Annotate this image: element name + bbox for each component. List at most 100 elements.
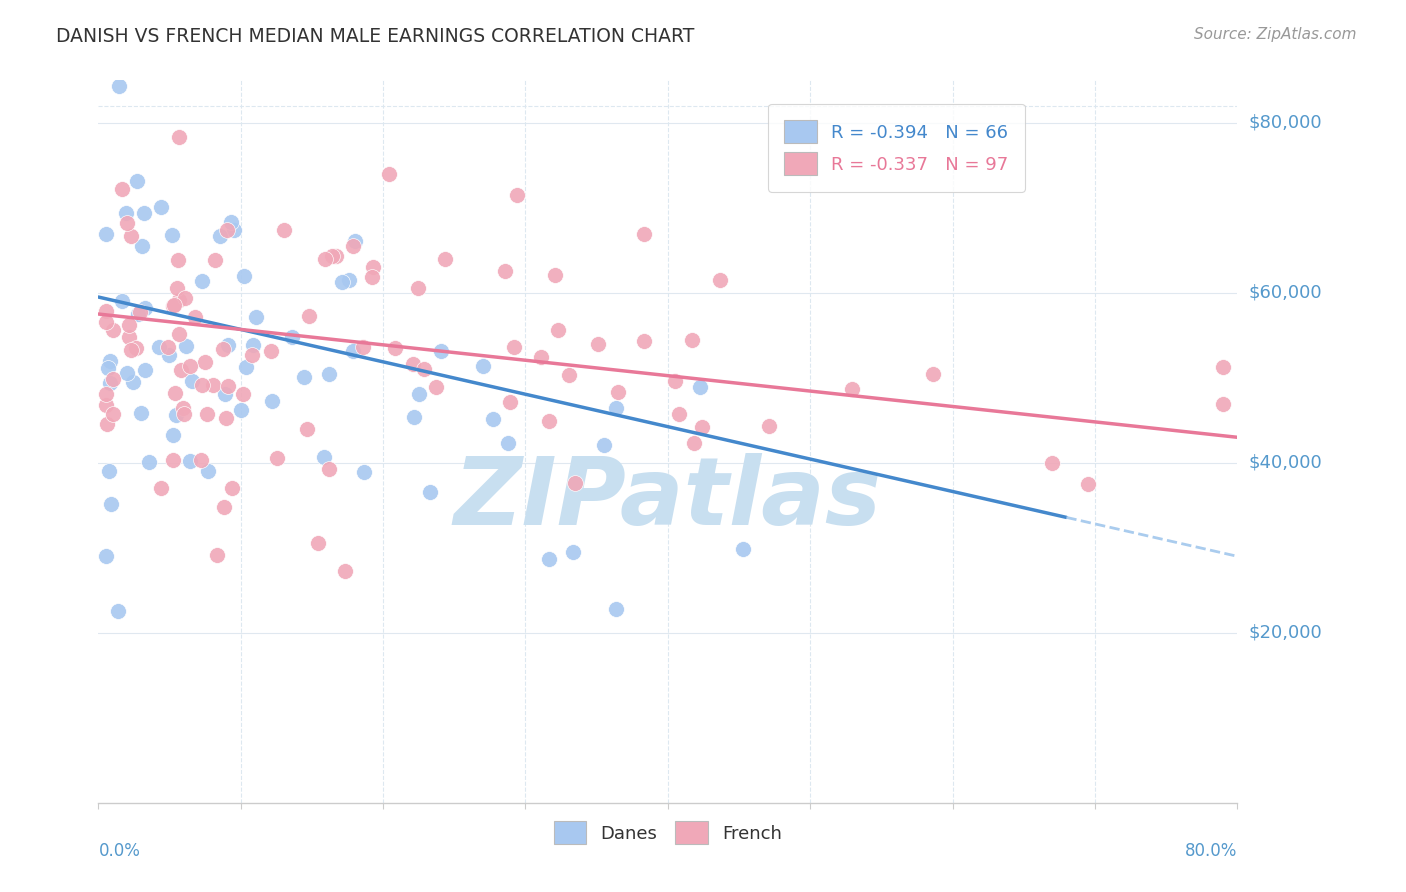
- Point: [314, 252, 336, 267]
- Text: $60,000: $60,000: [1249, 284, 1322, 301]
- Point: [166, 252, 188, 267]
- Point: [472, 359, 495, 374]
- Point: [922, 368, 945, 382]
- Point: [149, 200, 172, 214]
- Point: [406, 281, 429, 295]
- Point: [378, 167, 401, 181]
- Point: [172, 401, 194, 415]
- Point: [690, 419, 713, 434]
- Point: [118, 329, 141, 343]
- Point: [162, 427, 184, 442]
- Point: [558, 368, 581, 382]
- Point: [506, 188, 529, 202]
- Point: [114, 206, 136, 220]
- Point: [191, 274, 214, 288]
- Point: [98, 376, 121, 390]
- Point: [118, 318, 141, 332]
- Text: $40,000: $40,000: [1249, 454, 1322, 472]
- Point: [298, 309, 321, 323]
- Point: [292, 370, 315, 384]
- Point: [174, 291, 197, 305]
- Point: [633, 227, 655, 241]
- Point: [134, 301, 156, 316]
- Point: [668, 407, 690, 421]
- Point: [1077, 477, 1099, 491]
- Point: [1040, 456, 1063, 470]
- Point: [94, 549, 117, 563]
- Point: [128, 305, 150, 319]
- Point: [260, 394, 283, 409]
- Point: [115, 216, 138, 230]
- Point: [170, 363, 193, 377]
- Point: [280, 329, 302, 343]
- Point: [841, 382, 863, 396]
- Point: [408, 387, 430, 401]
- Point: [120, 229, 142, 244]
- Point: [117, 366, 139, 380]
- Point: [202, 378, 225, 392]
- Point: [205, 548, 228, 562]
- Text: $80,000: $80,000: [1249, 114, 1322, 132]
- Point: [593, 438, 616, 452]
- Point: [94, 386, 117, 401]
- Point: [108, 79, 131, 94]
- Point: [419, 484, 441, 499]
- Point: [167, 130, 190, 145]
- Point: [194, 355, 217, 369]
- Point: [1212, 397, 1234, 411]
- Point: [295, 422, 318, 436]
- Text: Source: ZipAtlas.com: Source: ZipAtlas.com: [1194, 27, 1357, 42]
- Point: [174, 339, 197, 353]
- Point: [148, 340, 170, 354]
- Point: [132, 206, 155, 220]
- Point: [353, 465, 375, 479]
- Point: [273, 223, 295, 237]
- Point: [163, 385, 186, 400]
- Point: [318, 462, 340, 476]
- Point: [214, 411, 236, 425]
- Point: [235, 359, 257, 374]
- Point: [605, 401, 627, 415]
- Point: [429, 344, 451, 359]
- Point: [162, 227, 184, 242]
- Point: [100, 497, 122, 511]
- Text: DANISH VS FRENCH MEDIAN MALE EARNINGS CORRELATION CHART: DANISH VS FRENCH MEDIAN MALE EARNINGS CO…: [56, 27, 695, 45]
- Point: [184, 310, 207, 324]
- Point: [544, 268, 567, 283]
- Point: [173, 407, 195, 421]
- Point: [240, 348, 263, 362]
- Point: [361, 260, 384, 274]
- Point: [562, 545, 585, 559]
- Point: [167, 293, 190, 307]
- Point: [352, 340, 374, 354]
- Point: [162, 453, 184, 467]
- Point: [537, 414, 560, 428]
- Point: [325, 248, 347, 262]
- Point: [425, 380, 447, 394]
- Point: [208, 228, 231, 243]
- Point: [605, 602, 627, 616]
- Point: [111, 181, 134, 195]
- Point: [221, 481, 243, 495]
- Point: [496, 435, 519, 450]
- Point: [103, 407, 125, 421]
- Point: [103, 323, 125, 337]
- Point: [204, 253, 226, 268]
- Text: 0.0%: 0.0%: [98, 842, 141, 860]
- Point: [384, 342, 406, 356]
- Point: [94, 398, 117, 412]
- Point: [683, 436, 706, 450]
- Point: [530, 351, 553, 365]
- Point: [229, 402, 252, 417]
- Point: [260, 343, 283, 358]
- Point: [307, 536, 329, 550]
- Point: [166, 281, 188, 295]
- Point: [98, 464, 121, 478]
- Point: [96, 417, 118, 431]
- Point: [217, 338, 239, 352]
- Point: [217, 378, 239, 392]
- Point: [224, 222, 246, 236]
- Point: [330, 275, 353, 289]
- Point: [1212, 359, 1234, 374]
- Point: [215, 223, 238, 237]
